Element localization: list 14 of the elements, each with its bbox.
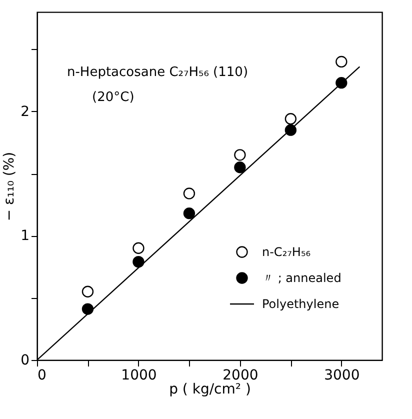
y-tick-label: 1 [20,228,30,244]
x-tick-label: 2000 [222,368,258,384]
annotation: n-Heptacosane C₂₇H₅₆ (110) [67,65,248,80]
legend-label: Polyethylene [262,297,340,311]
x-tick-label: 1000 [121,368,157,384]
x-tick-label: 0 [38,368,46,384]
legend-label: n-C₂₇H₅₆ [262,245,311,259]
y-tick-label: 0 [20,352,30,368]
x-axis-title: p ( kg/cm² ) [169,382,251,398]
legend-label: 〃 ; annealed [262,271,342,285]
x-tick-label: 3000 [324,368,360,384]
y-tick-label: 2 [20,104,30,120]
y-axis-title: − ε₁₁₀ (%) [2,152,18,222]
annotation: (20°C) [92,90,134,105]
